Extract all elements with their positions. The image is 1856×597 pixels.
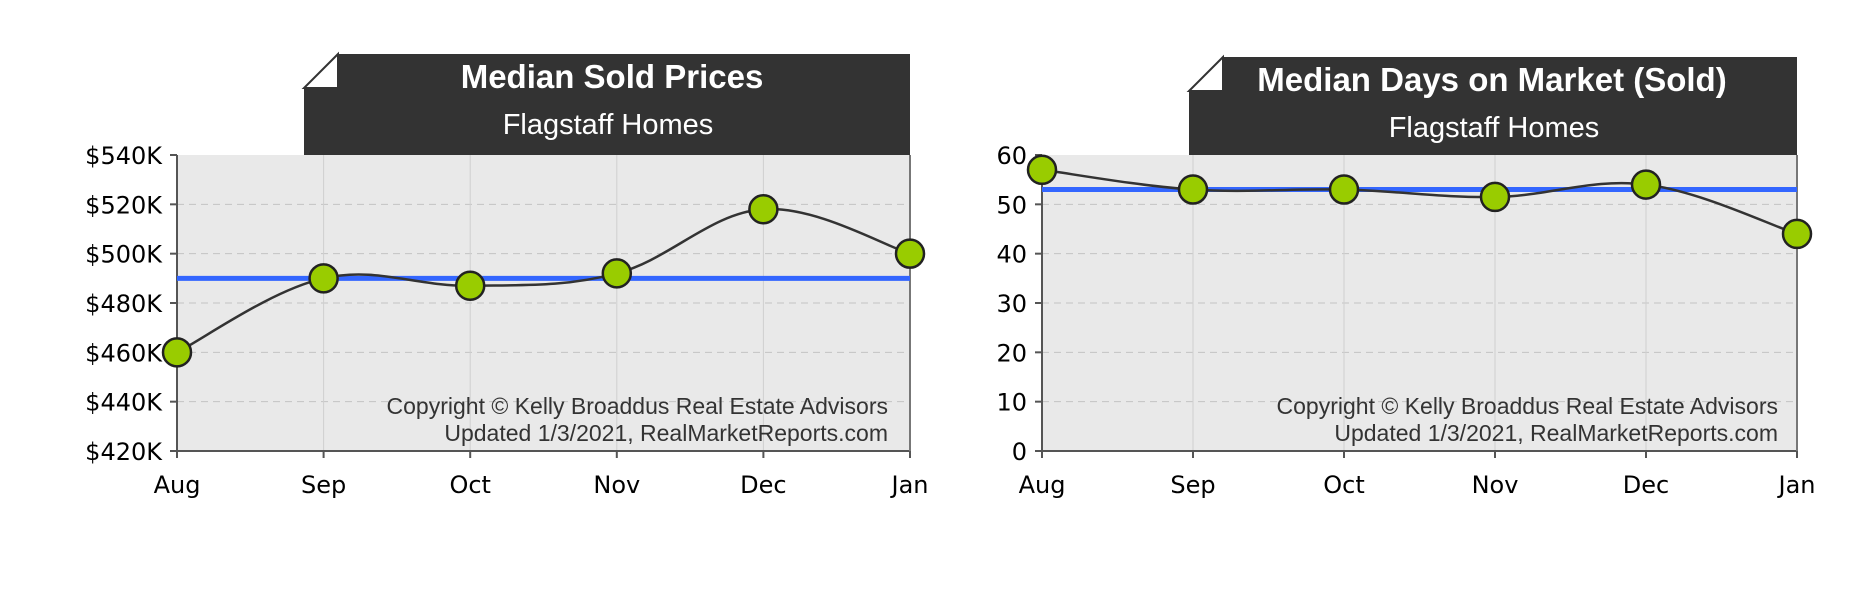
data-point (1630, 169, 1662, 200)
chart-title-banner: Median Days on Market (Sold) Flagstaff H… (1186, 54, 1797, 155)
tick-labels: 0 10 20 30 40 50 60 Aug Sep Oct Nov Dec Jan (996, 142, 1815, 499)
y-tick-label: 0 (1012, 438, 1027, 466)
series-line (176, 207, 911, 354)
copyright-text: Copyright © Kelly Broaddus Real Estate A… (387, 393, 888, 419)
data-point (894, 238, 926, 269)
tick-labels: $420K $440K $460K $480K $500K $520K $540K Aug Se… (85, 142, 928, 499)
gridlines (177, 155, 910, 451)
axes (170, 154, 911, 458)
x-tick-label: Oct (449, 471, 491, 499)
data-point (748, 194, 779, 225)
y-tick-label: 50 (996, 191, 1027, 219)
x-tick-label: Aug (154, 471, 201, 499)
x-tick-label: Aug (1019, 471, 1066, 499)
axes (1035, 154, 1798, 458)
copyright-text: Copyright © Kelly Broaddus Real Estate A… (1277, 393, 1778, 419)
data-point (1328, 174, 1360, 205)
x-tick-label: Dec (1623, 471, 1669, 499)
page-curl-icon (1186, 54, 1224, 92)
y-tick-label: 10 (996, 389, 1027, 417)
median-sold-prices-chart: $420K $440K $460K $480K $500K $520K $540K Aug Se… (85, 51, 929, 499)
y-tick-label: $440K (85, 389, 163, 417)
x-tick-label: Jan (1777, 471, 1816, 499)
y-tick-label: 40 (996, 241, 1027, 269)
median-days-on-market-chart: 0 10 20 30 40 50 60 Aug Sep Oct Nov Dec Jan Copyrigh… (996, 54, 1816, 499)
chart-title: Median Sold Prices (461, 58, 764, 95)
data-point (1781, 218, 1813, 250)
updated-text: Updated 1/3/2021, RealMarketReports.com (1334, 420, 1778, 446)
copyright-notice: Copyright © Kelly Broaddus Real Estate A… (387, 393, 888, 446)
data-point (308, 263, 339, 294)
gridlines (1042, 155, 1797, 451)
title-banner-background (1189, 57, 1797, 155)
x-tick-label: Oct (1323, 471, 1365, 499)
series-line (1041, 168, 1798, 236)
page-curl-icon (301, 51, 339, 89)
x-tick-label: Nov (593, 471, 640, 499)
data-point (601, 258, 633, 289)
y-tick-label: $460K (85, 339, 163, 367)
y-tick-label: 30 (996, 290, 1027, 318)
chart-subtitle: Flagstaff Homes (1389, 112, 1600, 144)
x-tick-label: Nov (1472, 471, 1519, 499)
chart-subtitle: Flagstaff Homes (503, 109, 714, 141)
data-point (1177, 174, 1209, 205)
copyright-notice: Copyright © Kelly Broaddus Real Estate A… (1277, 393, 1778, 446)
data-points (1026, 154, 1813, 250)
data-points (161, 194, 926, 368)
title-banner-background (304, 54, 910, 155)
data-point (1026, 154, 1058, 186)
chart-title-banner: Median Sold Prices Flagstaff Homes (301, 51, 910, 155)
y-tick-label: $420K (85, 438, 163, 466)
y-tick-label: $540K (85, 142, 163, 170)
data-point (161, 337, 193, 368)
data-point (454, 270, 486, 301)
data-point (1479, 181, 1511, 213)
x-tick-label: Sep (301, 471, 346, 499)
y-tick-label: $520K (85, 191, 163, 219)
y-tick-label: $500K (85, 241, 163, 269)
x-tick-label: Dec (740, 471, 786, 499)
x-tick-label: Jan (890, 471, 929, 499)
y-tick-label: 20 (996, 339, 1027, 367)
updated-text: Updated 1/3/2021, RealMarketReports.com (444, 420, 888, 446)
chart-title: Median Days on Market (Sold) (1257, 61, 1726, 98)
y-tick-label: $480K (85, 290, 163, 318)
y-tick-label: 60 (996, 142, 1027, 170)
x-tick-label: Sep (1170, 471, 1215, 499)
